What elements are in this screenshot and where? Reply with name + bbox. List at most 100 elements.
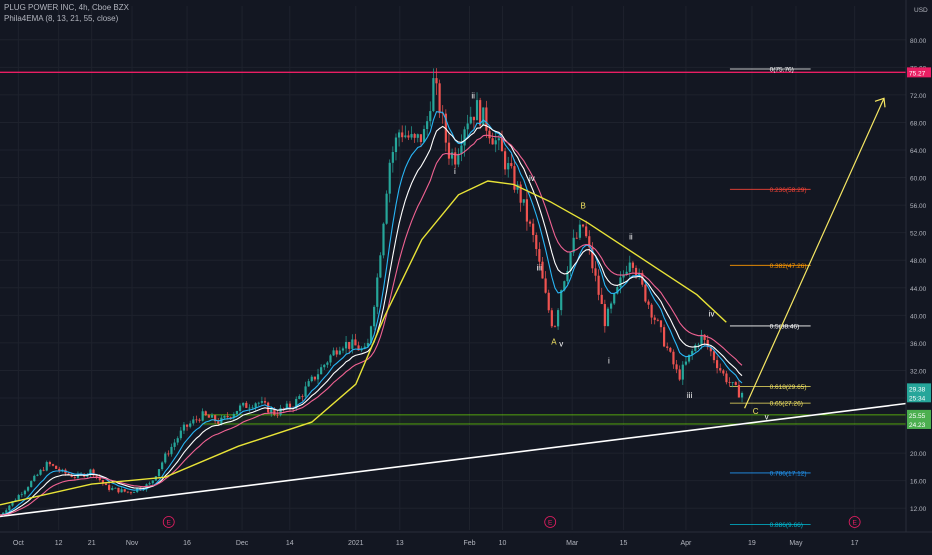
y-tick-label: 56.00 bbox=[910, 203, 927, 210]
x-tick-label: Feb bbox=[463, 540, 475, 547]
candle bbox=[634, 267, 638, 276]
fib-label: 0.65(27.26) bbox=[770, 401, 803, 408]
candle bbox=[67, 473, 70, 475]
candle bbox=[111, 488, 114, 490]
candle bbox=[475, 100, 479, 121]
candle bbox=[39, 469, 42, 475]
candle bbox=[273, 408, 276, 415]
candle bbox=[210, 415, 214, 418]
candle bbox=[341, 348, 345, 351]
y-tick-label: 12.00 bbox=[910, 506, 927, 513]
x-tick-label: 2021 bbox=[348, 540, 364, 547]
candle bbox=[167, 453, 170, 455]
earnings-marker bbox=[162, 516, 175, 528]
fib-label: 0.618(29.65) bbox=[770, 384, 807, 391]
candle bbox=[553, 326, 557, 328]
candle bbox=[104, 483, 108, 486]
candle bbox=[662, 327, 666, 347]
candle bbox=[541, 261, 544, 279]
candle bbox=[491, 138, 494, 145]
wave-label: B bbox=[581, 202, 586, 211]
candle bbox=[101, 480, 104, 484]
candle bbox=[447, 142, 451, 159]
candle bbox=[479, 100, 482, 126]
y-tick-label: 72.00 bbox=[910, 93, 927, 100]
candle bbox=[161, 462, 164, 470]
candle bbox=[117, 487, 120, 493]
candle bbox=[357, 345, 360, 351]
candle bbox=[603, 304, 606, 327]
candle bbox=[385, 193, 388, 224]
candle bbox=[182, 424, 186, 431]
candle bbox=[157, 469, 161, 477]
wave-label: v bbox=[559, 339, 563, 348]
candle bbox=[435, 78, 438, 84]
candle bbox=[419, 134, 423, 142]
candle bbox=[226, 415, 229, 418]
candle bbox=[179, 430, 182, 439]
y-tick-label: 36.00 bbox=[910, 341, 927, 348]
candle bbox=[285, 403, 288, 409]
candle bbox=[267, 402, 270, 413]
x-tick-label: Nov bbox=[126, 540, 139, 547]
candle bbox=[469, 116, 472, 124]
symbol-title: PLUG POWER INC, 4h, Cboe BZX bbox=[4, 3, 129, 12]
candle bbox=[129, 492, 133, 494]
price-tag-resistance bbox=[907, 67, 931, 78]
earnings-marker bbox=[544, 516, 557, 528]
candle bbox=[538, 249, 541, 262]
candle bbox=[407, 135, 410, 138]
ema13-line bbox=[0, 124, 743, 516]
candle bbox=[631, 262, 635, 268]
candle bbox=[223, 415, 226, 418]
candle bbox=[650, 304, 653, 318]
candle bbox=[276, 414, 279, 416]
candle bbox=[251, 407, 254, 409]
candle bbox=[616, 287, 619, 294]
x-tick-label: Mar bbox=[566, 540, 579, 547]
earnings-label: E bbox=[167, 520, 172, 527]
candle bbox=[687, 354, 691, 362]
candle bbox=[719, 368, 722, 371]
y-tick-label: 60.00 bbox=[910, 176, 927, 183]
candle bbox=[2, 512, 5, 516]
candle bbox=[114, 487, 117, 489]
candle bbox=[438, 83, 441, 114]
candle bbox=[11, 501, 14, 506]
candle bbox=[488, 130, 491, 139]
candle bbox=[613, 293, 616, 304]
candle bbox=[260, 401, 263, 403]
candle bbox=[694, 345, 697, 351]
candle bbox=[725, 373, 728, 383]
candle bbox=[379, 255, 382, 278]
candle bbox=[201, 411, 204, 421]
candle bbox=[288, 403, 292, 408]
support-zone bbox=[201, 414, 906, 424]
fib-label: 0.236(58.29) bbox=[770, 187, 807, 194]
candle bbox=[26, 487, 30, 491]
candle bbox=[675, 364, 678, 370]
candle bbox=[89, 469, 92, 475]
price-axis bbox=[906, 0, 932, 550]
candle bbox=[245, 402, 248, 408]
candle bbox=[728, 382, 731, 383]
fib-label: 0.886(9.66) bbox=[770, 522, 803, 529]
candle bbox=[185, 424, 189, 427]
candle bbox=[304, 386, 307, 397]
candle bbox=[457, 154, 460, 165]
wave-label: iii bbox=[687, 391, 693, 400]
candle bbox=[597, 275, 600, 295]
candle bbox=[279, 408, 282, 416]
candle bbox=[323, 364, 326, 368]
candle bbox=[485, 107, 488, 131]
ema21-line bbox=[0, 134, 743, 516]
candle bbox=[42, 469, 45, 471]
y-tick-label: 40.00 bbox=[910, 313, 927, 320]
candle bbox=[192, 419, 195, 424]
candle bbox=[659, 320, 663, 328]
candle bbox=[98, 476, 101, 481]
candle bbox=[722, 370, 725, 374]
price-tag-resistance-text: 75.27 bbox=[909, 70, 926, 77]
